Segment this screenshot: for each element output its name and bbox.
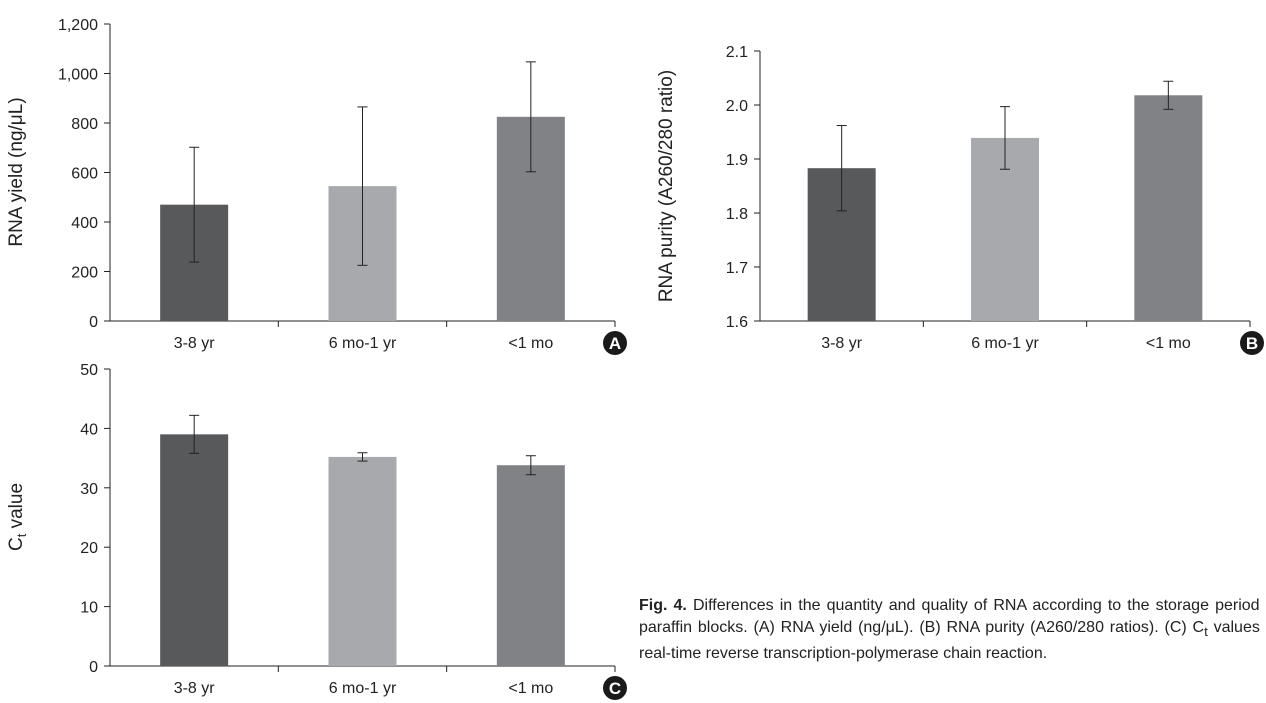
y-tick-label: 400 — [71, 215, 98, 232]
y-axis-title: RNA yield (ng/μL) — [6, 97, 27, 246]
bar — [496, 465, 565, 666]
bar — [160, 434, 229, 666]
y-tick-label: 600 — [71, 166, 98, 183]
panel-letter: C — [609, 679, 621, 698]
chart-panel-a: 0 200 400 600 800 1,000 1,200 3-8 yr 6 mo-1 yr <1… — [6, 17, 627, 355]
y-tick-label: 0 — [89, 314, 98, 331]
y-axis-title: RNA purity (A260/280 ratio) — [656, 70, 677, 302]
y-tick-label: 1,200 — [58, 17, 98, 34]
x-tick-label: 3-8 yr — [821, 335, 863, 352]
caption-text-part-2: values of real-time reverse transcriptio… — [639, 619, 1266, 663]
y-tick-label: 1.6 — [726, 314, 748, 331]
x-tick-label: <1 mo — [508, 335, 553, 352]
y-axis-title-subscript: t — [14, 533, 29, 537]
y-tick-label: 1,000 — [58, 67, 98, 84]
x-tick-label: 3-8 yr — [174, 680, 216, 697]
y-tick-label: 30 — [80, 481, 98, 498]
x-tick-label: 6 mo-1 yr — [329, 335, 397, 352]
panel-letter-badge — [603, 331, 627, 355]
bar — [1134, 95, 1203, 321]
y-tick-label: 1.8 — [726, 206, 748, 223]
x-tick-label: 6 mo-1 yr — [329, 680, 397, 697]
y-axis-title-main: C — [6, 537, 27, 551]
y-axis-title: Ct value — [6, 483, 29, 551]
y-tick-label: 1.9 — [726, 152, 748, 169]
y-tick-label: 200 — [71, 265, 98, 282]
y-tick-label: 10 — [80, 600, 98, 617]
caption-subscript: t — [1204, 624, 1208, 640]
y-tick-label: 50 — [80, 362, 98, 379]
x-tick-label: <1 mo — [1146, 335, 1191, 352]
x-tick-label: 3-8 yr — [174, 335, 216, 352]
panel-letter-badge — [603, 676, 627, 700]
y-tick-label: 40 — [80, 421, 98, 438]
panel-letter: B — [1246, 334, 1258, 353]
y-tick-label: 2.1 — [726, 44, 748, 61]
figure-caption: Fig. 4. Differences in the quantity and … — [639, 595, 1266, 665]
y-axis-title-rest: value — [6, 483, 27, 534]
y-tick-label: 0 — [89, 659, 98, 676]
chart-panel-b: 1.6 1.7 1.8 1.9 2.0 2.1 3-8 yr 6 mo-1 yr <1 mo RN… — [656, 44, 1264, 355]
y-tick-label: 800 — [71, 116, 98, 133]
bar — [328, 456, 397, 666]
panel-letter-badge — [1240, 331, 1264, 355]
y-tick-label: 1.7 — [726, 260, 748, 277]
x-tick-label: 6 mo-1 yr — [971, 335, 1039, 352]
caption-label: Fig. 4. — [639, 597, 687, 614]
caption-text-part-1: Differences in the quantity and quality … — [639, 597, 1266, 636]
y-tick-label: 2.0 — [726, 98, 748, 115]
x-tick-label: <1 mo — [508, 680, 553, 697]
panel-letter: A — [609, 334, 621, 353]
y-tick-label: 20 — [80, 540, 98, 557]
